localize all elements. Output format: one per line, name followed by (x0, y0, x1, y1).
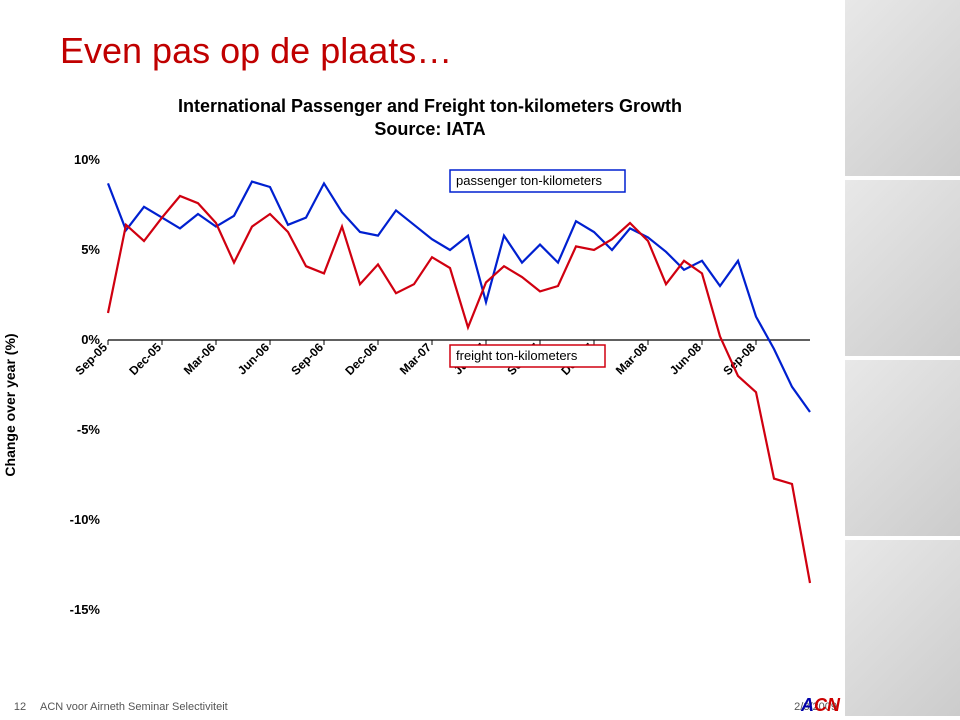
acn-logo: ACN (801, 695, 840, 716)
page-title: Even pas op de plaats… (60, 30, 452, 72)
ytick-label: -15% (70, 602, 101, 617)
xtick-label: Jun-06 (235, 340, 272, 377)
series-1 (108, 196, 810, 583)
side-img-4 (845, 540, 960, 720)
chart-subtitle: International Passenger and Freight ton-… (60, 95, 800, 142)
side-img-1 (845, 0, 960, 180)
sidebar-images (845, 0, 960, 720)
ytick-label: -5% (77, 422, 101, 437)
xtick-label: Mar-07 (397, 340, 434, 377)
subtitle-line2: Source: IATA (374, 119, 485, 139)
side-img-3 (845, 360, 960, 540)
xtick-label: Dec-05 (126, 340, 164, 378)
line-chart-svg: 10%5%0%-5%-10%-15%Sep-05Dec-05Mar-06Jun-… (60, 150, 820, 650)
xtick-label: Mar-06 (181, 340, 218, 377)
xtick-label: Sep-06 (288, 340, 326, 378)
ytick-label: 5% (81, 242, 100, 257)
subtitle-line1: International Passenger and Freight ton-… (178, 96, 682, 116)
footer-title: ACN voor Airneth Seminar Selectiviteit (40, 701, 747, 713)
y-axis-label: Change over year (%) (2, 333, 18, 476)
logo-a: A (801, 695, 814, 715)
xtick-label: Sep-08 (720, 340, 758, 378)
ytick-label: -10% (70, 512, 101, 527)
logo-cn: CN (814, 695, 840, 715)
xtick-label: Dec-06 (342, 340, 380, 378)
footer: 12 ACN voor Airneth Seminar Selectivitei… (0, 694, 845, 720)
ytick-label: 10% (74, 152, 100, 167)
side-img-2 (845, 180, 960, 360)
xtick-label: Mar-08 (613, 340, 650, 377)
chart-area: Change over year (%) 10%5%0%-5%-10%-15%S… (20, 150, 830, 660)
xtick-label: Jun-08 (667, 340, 704, 377)
legend-label: freight ton-kilometers (456, 348, 578, 363)
legend-label: passenger ton-kilometers (456, 173, 602, 188)
page-number: 12 (0, 701, 40, 713)
